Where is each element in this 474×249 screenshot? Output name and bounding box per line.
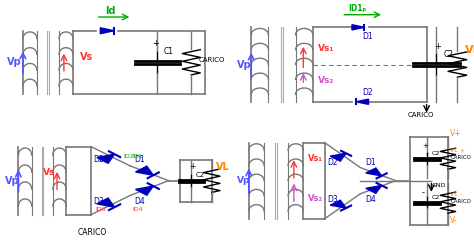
Text: C2: C2 <box>431 151 440 156</box>
Text: C2: C2 <box>196 172 205 178</box>
Text: VL: VL <box>216 162 230 172</box>
Text: Vp: Vp <box>5 176 19 186</box>
Text: Vp: Vp <box>237 60 252 69</box>
Text: CARICO: CARICO <box>450 155 471 160</box>
Polygon shape <box>136 186 153 195</box>
Text: -: - <box>422 188 425 198</box>
Polygon shape <box>330 200 346 208</box>
Text: D4: D4 <box>365 195 376 204</box>
Text: Id: Id <box>105 5 115 16</box>
Text: Vs₁: Vs₁ <box>308 154 323 163</box>
Text: ID1ₚ: ID1ₚ <box>348 4 366 13</box>
Text: D1: D1 <box>135 155 145 164</box>
Text: D1: D1 <box>365 158 375 167</box>
Text: C2: C2 <box>443 50 453 59</box>
Text: CARICO: CARICO <box>408 112 434 118</box>
Text: ID1: ID1 <box>132 154 143 159</box>
Text: CARICO: CARICO <box>450 199 471 204</box>
Text: +: + <box>189 162 195 171</box>
Text: Vp: Vp <box>237 176 250 185</box>
Polygon shape <box>330 153 346 161</box>
Polygon shape <box>366 186 382 193</box>
Text: D1: D1 <box>363 32 373 41</box>
Text: D2: D2 <box>363 88 373 97</box>
Polygon shape <box>136 166 153 175</box>
Text: Vs: Vs <box>80 52 93 62</box>
Text: +: + <box>153 39 160 48</box>
Text: ID3: ID3 <box>96 207 107 212</box>
Text: +: + <box>434 42 441 51</box>
Text: D2: D2 <box>327 158 337 167</box>
Text: D3: D3 <box>93 197 104 206</box>
Text: Vp: Vp <box>7 57 22 67</box>
Polygon shape <box>97 198 115 207</box>
Text: ID4: ID4 <box>132 207 143 212</box>
Polygon shape <box>366 168 382 176</box>
Polygon shape <box>97 154 115 163</box>
Text: D2: D2 <box>93 155 104 164</box>
Text: ID2: ID2 <box>123 154 134 159</box>
Polygon shape <box>352 25 365 30</box>
Polygon shape <box>356 99 369 104</box>
Text: D3: D3 <box>327 195 338 204</box>
Text: V-: V- <box>450 216 458 225</box>
Text: VL -: VL - <box>450 191 462 197</box>
Text: CARICO: CARICO <box>198 57 225 63</box>
Text: C2: C2 <box>431 195 440 200</box>
Text: Vs: Vs <box>44 168 56 177</box>
Text: VL: VL <box>465 45 474 55</box>
Text: V+: V+ <box>450 129 462 138</box>
Polygon shape <box>100 28 114 34</box>
Text: VL +: VL + <box>450 148 465 153</box>
Text: Vs₂: Vs₂ <box>308 193 323 203</box>
Text: C1: C1 <box>164 47 174 56</box>
Text: +: + <box>422 143 428 149</box>
Text: CARICO: CARICO <box>78 228 107 237</box>
Text: Vs₂: Vs₂ <box>318 76 334 85</box>
Text: D4: D4 <box>135 197 145 206</box>
Text: GND: GND <box>431 183 446 187</box>
Text: Vs₁: Vs₁ <box>318 44 334 53</box>
